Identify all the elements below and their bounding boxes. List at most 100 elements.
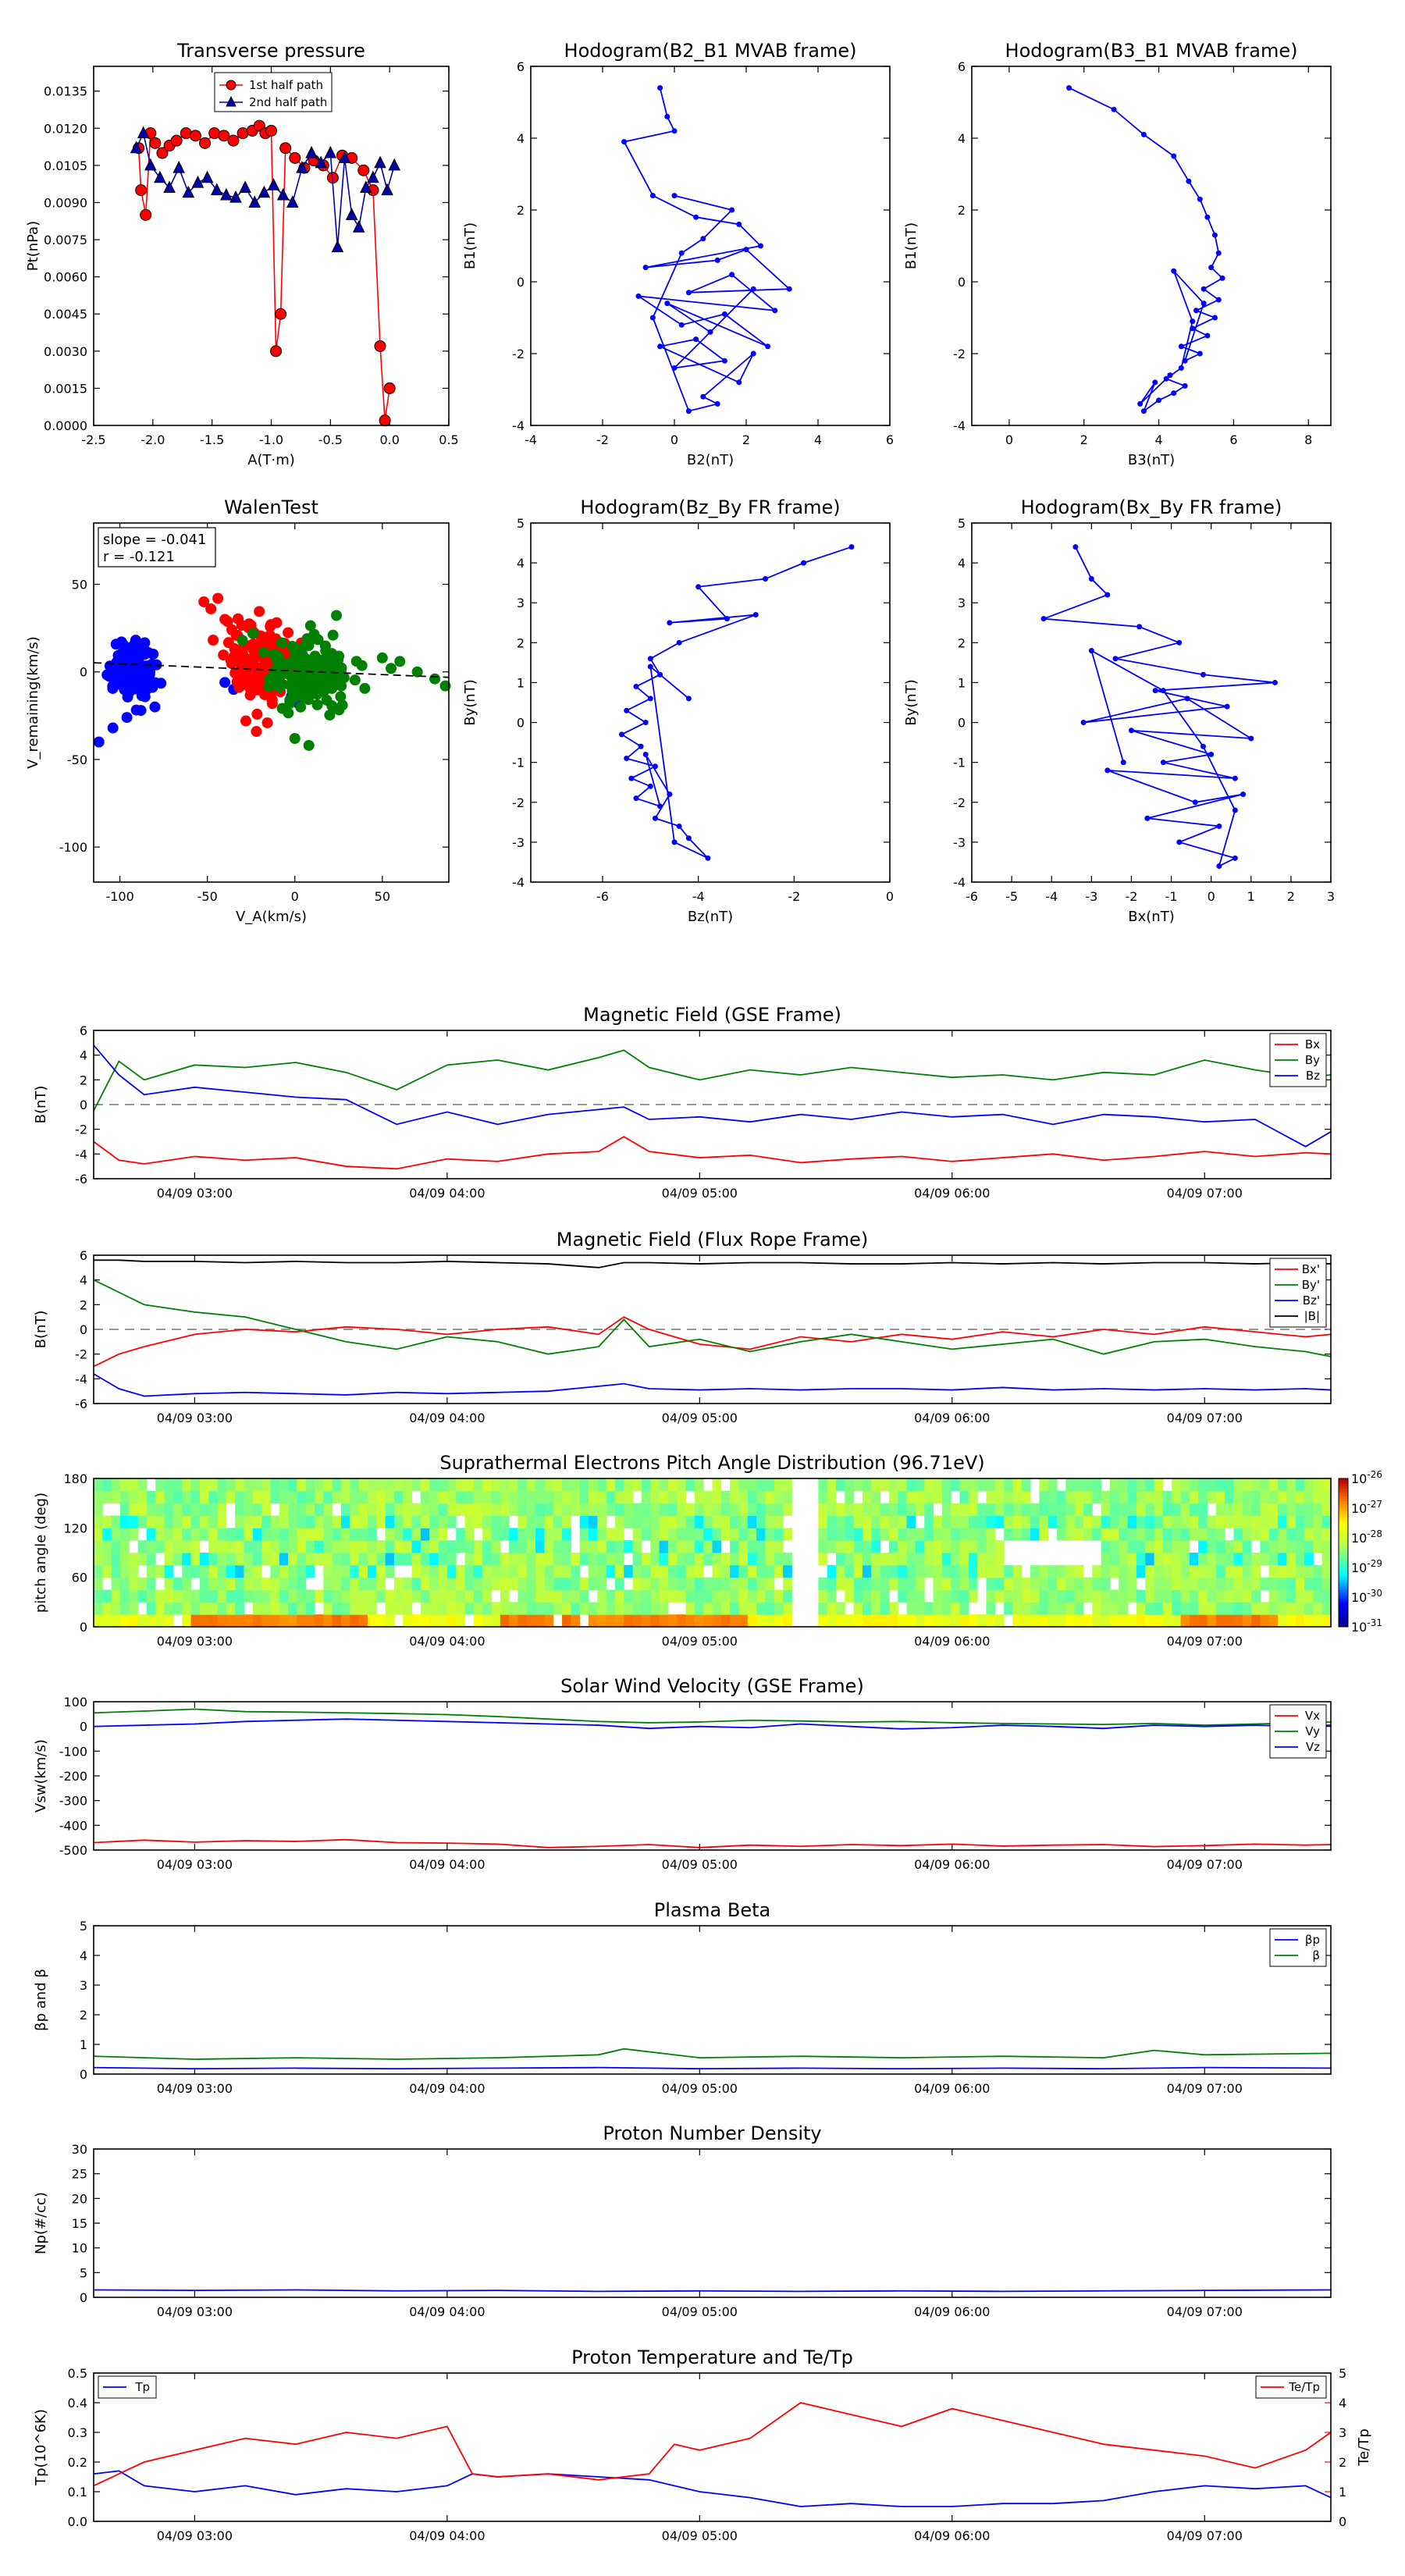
heatmap-cell [738,1614,749,1628]
hodogram-point [1120,760,1126,766]
colorbar-segment [1339,1617,1348,1620]
heatmap-cell [1145,1528,1155,1541]
heatmap-cell [137,1490,148,1504]
heatmap-cell [323,1589,333,1603]
heatmap-cell [818,1577,828,1590]
heatmap-cell [226,1490,236,1504]
x-tick-label: -1.0 [259,432,283,447]
heatmap-cell [597,1577,607,1590]
heatmap-cell [129,1478,139,1492]
heatmap-cell [1225,1503,1234,1516]
heatmap-cell [526,1589,536,1603]
heatmap-cell [941,1540,951,1553]
heatmap-cell [518,1577,528,1590]
series-line-By' [94,1279,1331,1357]
x-tick-label: 0 [1208,889,1215,904]
heatmap-cell [1268,1589,1279,1603]
heatmap-cell [924,1540,934,1553]
heatmap-cell [1321,1478,1332,1492]
heatmap-cell [845,1553,855,1566]
heatmap-cell [429,1528,439,1541]
heatmap-cell [783,1490,792,1504]
y2-tick-label: 2 [1339,2455,1346,2470]
heatmap-cell [614,1564,624,1578]
x-axis-label: Bx(nT) [1128,909,1174,925]
heatmap-cell [411,1503,422,1516]
heatmap-cell [173,1540,183,1553]
walen-point [394,656,406,667]
heatmap-cell [694,1577,704,1590]
y-tick-label: 5 [80,2265,87,2280]
heatmap-cell [712,1589,722,1603]
heatmap-cell [845,1490,855,1504]
chart-title: Hodogram(B3_B1 MVAB frame) [1005,40,1298,62]
heatmap-cell [341,1478,350,1492]
heatmap-cell [420,1577,430,1590]
heatmap-cell [1172,1515,1182,1528]
heatmap-cell [951,1602,960,1615]
heatmap-cell [862,1553,872,1566]
walen-point [208,634,219,646]
heatmap-cell [562,1577,571,1590]
data-point [275,308,287,320]
heatmap-cell [367,1564,377,1578]
colorbar-segment [1339,1606,1348,1610]
heatmap-cell [535,1602,545,1615]
heatmap-cell [446,1614,457,1628]
heatmap-cell [924,1490,934,1504]
y-tick-label: 4 [517,556,525,571]
walen-point [295,701,307,713]
heatmap-cell [1039,1528,1049,1541]
heatmap-cell [845,1503,855,1516]
x-tick-label: 04/09 06:00 [914,2081,990,2096]
heatmap-cell [1109,1490,1119,1504]
hodogram-point [685,290,692,296]
heatmap-cell [597,1528,607,1541]
heatmap-cell [217,1515,227,1528]
walen-point [269,665,280,677]
heatmap-cell [137,1515,148,1528]
heatmap-cell [862,1515,872,1528]
heatmap-cell [297,1589,307,1603]
x-tick-label: -6 [966,889,978,904]
heatmap-cell [341,1614,350,1628]
heatmap-cell [1313,1577,1323,1590]
series-line-Te/Tp [94,2402,1331,2487]
hodogram-point [729,207,735,213]
heatmap-cell [659,1490,669,1504]
heatmap-cell [667,1553,678,1566]
x-tick-label: 2 [742,432,750,447]
heatmap-cell [659,1515,669,1528]
heatmap-cell [624,1503,634,1516]
heatmap-cell [650,1553,660,1566]
heatmap-cell [632,1478,642,1492]
walen-point [258,646,269,658]
y-tick-label: 0.0 [68,2514,87,2529]
heatmap-cell [959,1564,969,1578]
colorbar-segment [1339,1530,1348,1534]
walen-point [107,680,119,692]
chart-title: Hodogram(Bz_By FR frame) [580,496,840,518]
heatmap-cell [1268,1614,1279,1628]
heatmap-cell [217,1589,227,1603]
y-tick-label: -200 [59,1769,87,1784]
colorbar-segment [1339,1483,1348,1486]
heatmap-cell [915,1564,925,1578]
hodogram-point [1111,106,1117,112]
heatmap-cell [270,1490,280,1504]
legend-label: Vy [1305,1724,1320,1738]
heatmap-cell [94,1564,103,1578]
heatmap-cell [288,1614,297,1628]
heatmap-cell [491,1564,501,1578]
heatmap-cell [951,1503,960,1516]
heatmap-cell [738,1540,749,1553]
heatmap-cell [190,1528,201,1541]
hodogram-point [657,803,663,809]
heatmap-cell [279,1577,289,1590]
y-axis-label: Pt(nPa) [25,221,41,271]
heatmap-cell [774,1564,784,1578]
heatmap-cell [1251,1553,1261,1566]
